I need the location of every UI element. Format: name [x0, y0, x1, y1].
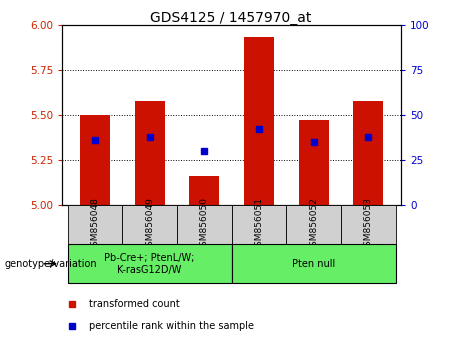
Bar [341, 205, 396, 244]
Text: GSM856052: GSM856052 [309, 197, 318, 252]
Text: Pten null: Pten null [292, 259, 335, 269]
Text: percentile rank within the sample: percentile rank within the sample [89, 321, 254, 331]
Text: GDS4125 / 1457970_at: GDS4125 / 1457970_at [150, 11, 311, 25]
Text: Pb-Cre+; PtenL/W;
K-rasG12D/W: Pb-Cre+; PtenL/W; K-rasG12D/W [105, 253, 195, 275]
Text: GSM856048: GSM856048 [90, 197, 100, 252]
Bar [177, 205, 232, 244]
Bar [68, 244, 232, 283]
Text: transformed count: transformed count [89, 299, 180, 309]
Bar [135, 101, 165, 205]
Text: GSM856049: GSM856049 [145, 197, 154, 252]
Bar [286, 205, 341, 244]
Bar [244, 38, 274, 205]
Bar [353, 101, 383, 205]
Text: GSM856051: GSM856051 [254, 197, 264, 252]
Bar [80, 115, 110, 205]
Text: GSM856050: GSM856050 [200, 197, 209, 252]
Bar [231, 205, 286, 244]
Text: GSM856053: GSM856053 [364, 197, 373, 252]
Bar [231, 244, 396, 283]
Bar [189, 176, 219, 205]
Bar [68, 205, 122, 244]
Text: genotype/variation: genotype/variation [5, 259, 97, 269]
Bar [299, 120, 329, 205]
Bar [122, 205, 177, 244]
